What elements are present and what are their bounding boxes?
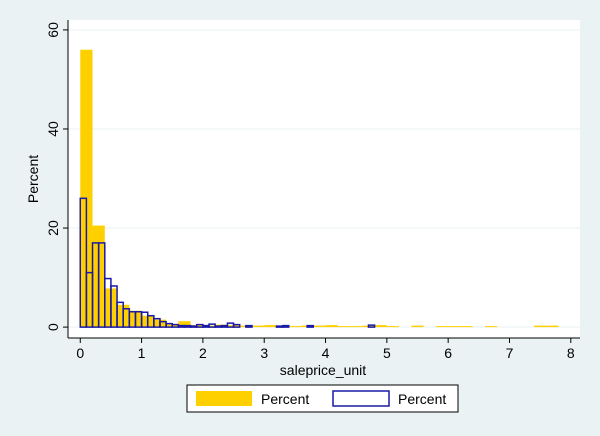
bar-navy xyxy=(367,324,376,328)
bar-gold xyxy=(374,325,387,328)
legend-label-gold: Percent xyxy=(261,391,309,407)
x-tick-label: 6 xyxy=(444,345,452,361)
bar-navy xyxy=(306,324,315,328)
legend: Percent Percent xyxy=(186,384,459,413)
bar-navy xyxy=(281,324,290,328)
bar-navy xyxy=(177,324,186,328)
bar-gold xyxy=(251,325,265,328)
legend-swatch-navy xyxy=(332,390,390,407)
bar-navy xyxy=(275,325,284,328)
bar-gold xyxy=(534,325,547,328)
bar-gold xyxy=(325,325,338,328)
plot-area xyxy=(68,20,580,338)
bar-gold xyxy=(386,326,400,328)
bar-gold xyxy=(411,325,424,328)
bar-navy xyxy=(189,325,198,328)
legend-swatch-gold xyxy=(196,391,252,406)
bar-gold xyxy=(288,326,302,328)
x-tick-label: 0 xyxy=(76,345,84,361)
bar-gold xyxy=(264,325,277,328)
x-tick-label: 8 xyxy=(567,345,575,361)
bar-navy xyxy=(232,323,241,328)
bar-navy xyxy=(202,324,210,328)
x-axis-title: saleprice_unit xyxy=(280,362,366,378)
bar-navy xyxy=(214,325,223,328)
x-tick-label: 3 xyxy=(260,345,268,361)
bar-gold xyxy=(313,325,326,328)
navy-series xyxy=(79,197,376,328)
bar-gold xyxy=(460,326,473,328)
bar-gold xyxy=(484,326,498,328)
bar-gold xyxy=(435,326,449,328)
y-tick-label: 60 xyxy=(45,22,61,38)
y-axis-title: Percent xyxy=(25,155,41,203)
bar-gold xyxy=(80,49,93,328)
x-tick-label: 1 xyxy=(138,345,146,361)
x-tick-label: 4 xyxy=(322,345,330,361)
bar-navy xyxy=(79,197,88,328)
bar-navy xyxy=(245,324,253,328)
bar-navy xyxy=(183,324,192,328)
legend-label-navy: Percent xyxy=(398,391,446,407)
bar-gold xyxy=(546,325,559,328)
y-tick-label: 0 xyxy=(45,323,61,331)
bar-gold xyxy=(350,326,363,328)
bar-gold xyxy=(448,326,461,328)
x-tick-label: 5 xyxy=(383,345,391,361)
axes: 0 20 40 60 0 1 2 3 4 5 6 7 8 xyxy=(45,20,580,361)
y-tick-label: 40 xyxy=(45,121,61,137)
y-tick-label: 20 xyxy=(45,220,61,236)
bar-gold xyxy=(178,321,191,328)
x-tick-label: 2 xyxy=(199,345,207,361)
x-tick-label: 7 xyxy=(506,345,514,361)
bar-navy xyxy=(220,324,229,328)
bar-gold xyxy=(337,326,351,328)
